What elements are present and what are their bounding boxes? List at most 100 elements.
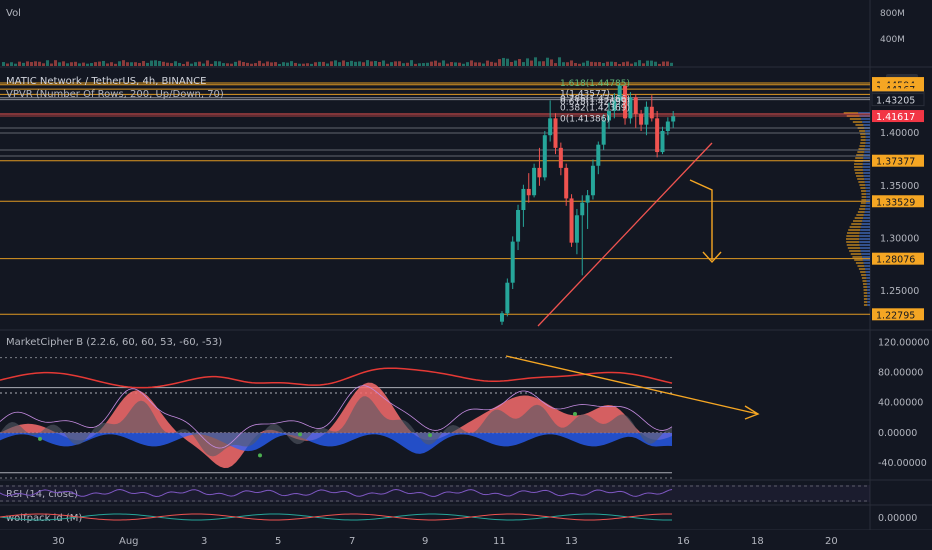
candle-body[interactable] xyxy=(607,110,611,121)
vpvr-bar-up xyxy=(861,274,866,276)
volume-bar xyxy=(554,63,557,66)
volume-bar xyxy=(498,59,501,66)
volume-bar xyxy=(482,63,485,66)
candle-body[interactable] xyxy=(639,114,644,125)
mc-signal-dot xyxy=(573,412,577,417)
volume-bar xyxy=(38,61,41,66)
volume-tick: 800M xyxy=(880,9,905,19)
vpvr-bar-down xyxy=(866,196,870,198)
candle-body[interactable] xyxy=(548,118,553,136)
volume-bar xyxy=(302,63,305,66)
volume-bar xyxy=(358,61,361,66)
candle-body[interactable] xyxy=(596,144,601,166)
vpvr-bar-up xyxy=(852,121,863,123)
volume-bar xyxy=(518,59,521,66)
price-tag-label: 1.22795 xyxy=(876,310,915,321)
candle-body[interactable] xyxy=(628,97,633,119)
volume-bar xyxy=(26,61,29,66)
vpvr-bar-up xyxy=(846,241,860,243)
candle-body[interactable] xyxy=(644,106,649,125)
vpvr-bar-up xyxy=(859,130,866,132)
volume-tick: 400M xyxy=(880,35,905,45)
vpvr-bar-up xyxy=(852,220,863,222)
volume-bar xyxy=(166,62,169,66)
candle-body[interactable] xyxy=(585,195,590,203)
candle-body[interactable] xyxy=(590,165,595,196)
candle-body[interactable] xyxy=(665,121,670,131)
candle-body[interactable] xyxy=(553,118,558,148)
candle-body[interactable] xyxy=(574,215,579,243)
volume-bar xyxy=(582,62,585,66)
candle-body[interactable] xyxy=(526,188,531,196)
volume-bar xyxy=(94,62,97,66)
volume-bar xyxy=(318,61,321,66)
candle-body[interactable] xyxy=(564,167,569,199)
vpvr-bar-down xyxy=(862,166,870,168)
vpvr-bar-down xyxy=(864,211,870,213)
candle-body[interactable] xyxy=(569,198,574,243)
volume-bar xyxy=(342,60,345,66)
vpvr-bar-down xyxy=(863,262,870,264)
vpvr-bar-down xyxy=(862,220,870,222)
candle-body[interactable] xyxy=(612,100,617,111)
projection-arrow[interactable] xyxy=(689,179,713,260)
vpvr-bar-down xyxy=(865,136,870,138)
mc-tick: 120.00000 xyxy=(878,338,929,349)
candle-body[interactable] xyxy=(649,106,654,119)
vpvr-bar-up xyxy=(858,181,865,183)
volume-bar xyxy=(502,57,505,66)
volume-bar xyxy=(426,62,429,66)
candle-body[interactable] xyxy=(532,167,537,196)
fib-label: 0.618(1.42699) xyxy=(560,97,630,107)
volume-bar xyxy=(122,60,125,66)
vpvr-bar-up xyxy=(851,223,862,225)
vpvr-bar-up xyxy=(849,118,861,120)
projection-arrow-head xyxy=(702,251,722,264)
vpvr-bar-up xyxy=(852,256,863,258)
candle-body[interactable] xyxy=(633,97,638,115)
volume-bar xyxy=(418,63,421,66)
vpvr-bar-down xyxy=(861,223,870,225)
candle-body[interactable] xyxy=(580,202,585,216)
candle-body[interactable] xyxy=(510,241,515,283)
vpvr-bar-up xyxy=(863,295,868,297)
volume-bar xyxy=(90,63,93,66)
vpvr-bar-down xyxy=(865,205,870,207)
candle-body[interactable] xyxy=(500,313,504,322)
price-tick: 1.35000 xyxy=(880,181,919,192)
divergence-arrow-head xyxy=(744,405,760,420)
volume-bar xyxy=(150,60,153,66)
time-axis-area[interactable] xyxy=(0,530,932,550)
vpvr-bar-up xyxy=(861,193,867,195)
candle-body[interactable] xyxy=(537,167,542,178)
candle-body[interactable] xyxy=(623,85,628,119)
candle-body[interactable] xyxy=(542,135,547,178)
volume-bar xyxy=(46,60,49,66)
volume-bar xyxy=(222,63,225,66)
vpvr-bar-down xyxy=(862,259,870,261)
candle-body[interactable] xyxy=(505,282,510,314)
price-tag xyxy=(872,252,924,265)
volume-bar xyxy=(226,63,229,66)
vpvr-bar-down xyxy=(867,289,870,291)
candle-body[interactable] xyxy=(655,118,660,153)
time-tick: 13 xyxy=(565,536,578,547)
candle-body[interactable] xyxy=(617,85,622,101)
candle-body[interactable] xyxy=(521,188,526,211)
candle-body[interactable] xyxy=(516,210,521,242)
vpvr-bar-up xyxy=(861,199,867,201)
vpvr-bar-up xyxy=(863,286,867,288)
candle-body[interactable] xyxy=(671,116,676,122)
volume-bar xyxy=(538,61,541,66)
candle-body[interactable] xyxy=(660,130,665,153)
divergence-line[interactable] xyxy=(505,355,759,415)
volume-bar xyxy=(434,60,437,66)
volume-bar xyxy=(274,62,277,66)
trendline[interactable] xyxy=(537,142,713,327)
volume-bar xyxy=(126,62,129,66)
vpvr-bar-down xyxy=(863,154,870,156)
candle-body[interactable] xyxy=(558,147,563,168)
volume-bar xyxy=(6,63,9,66)
candle-body[interactable] xyxy=(601,120,606,145)
